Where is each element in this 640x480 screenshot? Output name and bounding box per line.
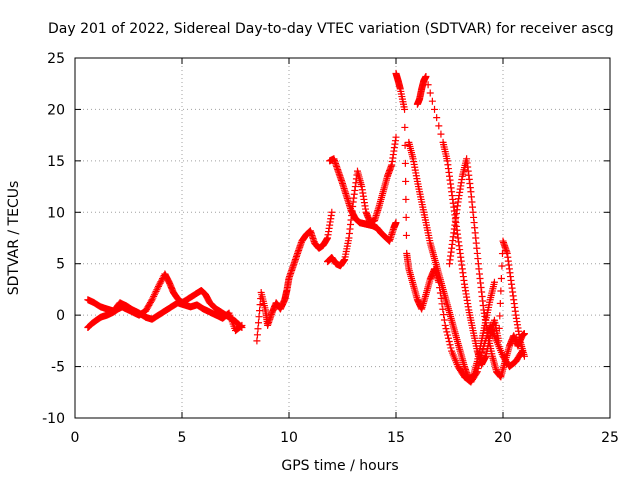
data-point [401,141,409,149]
data-point [520,352,528,360]
data-point [497,275,505,282]
x-axis-label: GPS time / hours [281,458,398,474]
y-axis-label: SDTVAR / TECUs [6,181,22,296]
data-point [392,133,400,141]
data-point [444,334,452,342]
y-tick-label: 15 [47,154,65,170]
data-point [150,292,158,300]
data-point [422,73,430,81]
data-point [497,287,505,295]
data-point [444,331,452,339]
data-point [443,328,451,336]
plot-frame [74,57,611,419]
data-point [442,325,450,333]
data-point [255,319,263,327]
data-point [431,105,439,113]
data-point [445,338,453,345]
series-track-b [84,296,246,335]
data-point [237,322,245,330]
data-point [253,331,261,339]
data-point [424,81,432,89]
series-track-i [446,155,528,381]
data-point [447,344,455,352]
series-track-e [326,155,400,245]
x-tick-label: 0 [71,430,80,446]
data-point [402,231,410,239]
data-point [150,291,158,299]
data-point [438,300,446,308]
data-point [441,321,449,329]
data-point [157,278,165,286]
data-point [236,323,244,331]
series-track-d [324,133,400,270]
data-point [437,294,445,302]
y-tick-label: 10 [47,205,65,221]
data-point [402,177,410,185]
x-axis-ticks: 0 5 10 15 20 25 [71,58,619,446]
data-point [153,286,161,294]
x-tick-label: 10 [280,430,298,446]
series-track-h [413,73,528,369]
data-point [402,195,410,203]
data-marks [84,69,528,386]
data-point [498,262,506,270]
data-point [147,297,155,305]
data-point [154,282,162,290]
grid-lines [75,58,610,418]
y-tick-label: -5 [51,360,65,376]
data-point [401,105,409,113]
data-point [496,312,504,320]
data-point [256,301,264,309]
data-point [426,89,434,97]
data-point [437,130,445,138]
x-tick-label: 15 [387,430,405,446]
data-point [495,337,503,345]
data-point [490,278,498,286]
x-tick-label: 20 [494,430,512,446]
data-point [401,123,409,131]
data-point [328,208,336,216]
data-point [440,311,448,319]
data-point [224,310,232,318]
data-point [152,287,160,295]
y-axis-ticks: -10 -5 0 5 10 15 20 25 [42,51,610,427]
data-point [149,294,157,302]
data-point [254,325,262,333]
y-tick-label: 5 [56,257,65,273]
data-point [433,114,441,122]
data-point [151,289,159,297]
chart-title: Day 201 of 2022, Sidereal Day-to-day VTE… [48,21,614,37]
data-point [255,313,263,321]
data-point [440,316,448,324]
x-tick-label: 25 [601,430,619,446]
series-track-c [253,208,336,345]
data-point [238,321,246,329]
data-point [253,337,261,345]
data-point [446,341,454,349]
data-point [154,284,162,292]
data-point [495,324,503,332]
data-point [520,330,528,338]
data-point [155,281,163,289]
y-tick-label: 25 [47,51,65,67]
x-tick-label: 5 [178,430,187,446]
data-point [435,122,443,130]
series-track-a [84,270,246,331]
data-point [496,299,504,307]
data-point [402,213,410,221]
data-point [401,159,409,167]
data-point [148,296,156,304]
y-tick-label: 0 [56,308,65,324]
y-tick-label: -10 [42,411,65,427]
y-tick-label: 20 [47,102,65,118]
data-point [256,307,264,315]
data-point [428,97,436,105]
data-point [392,219,400,227]
data-point [156,279,164,287]
data-point [158,276,166,284]
